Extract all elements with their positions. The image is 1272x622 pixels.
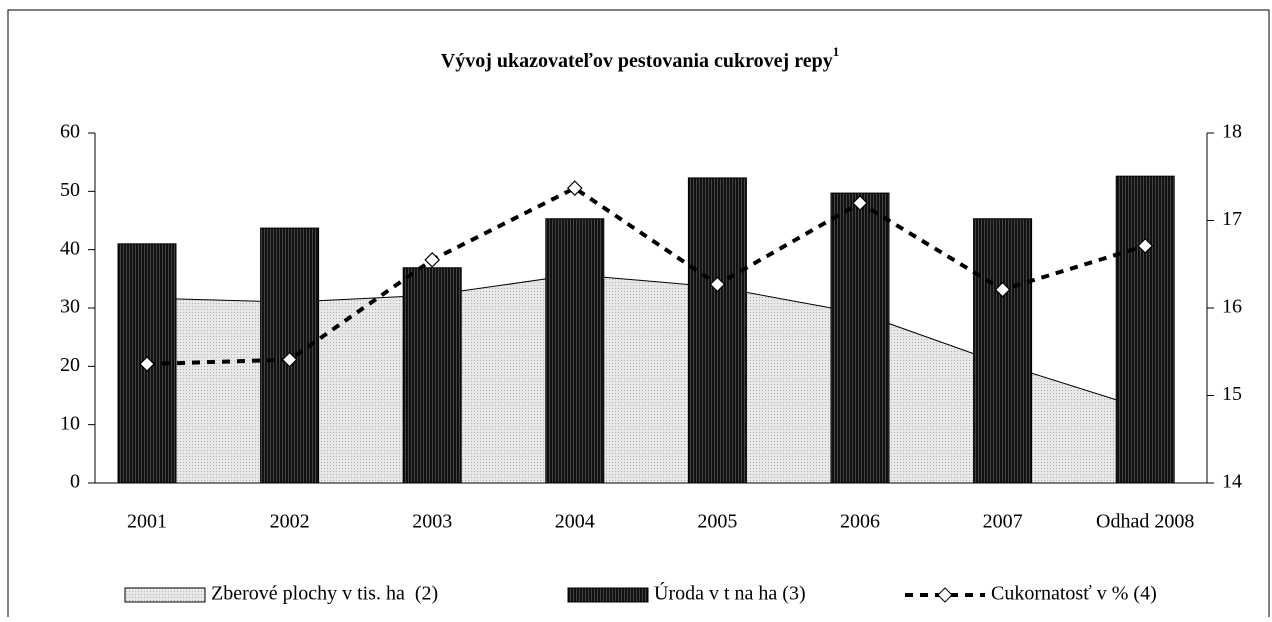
line — [146, 185, 1146, 366]
bar — [545, 218, 605, 484]
marker — [1137, 238, 1154, 254]
chart-title: Vývoj ukazovateľov pestovania cukrovej r… — [441, 44, 839, 72]
area — [147, 274, 1146, 483]
x-tick-label: 2005 — [697, 511, 737, 533]
title-text: Vývoj ukazovateľov pestovania cukrovej r… — [441, 50, 833, 72]
x-tick-label: 2003 — [412, 511, 452, 533]
title-note: 1 — [833, 44, 840, 59]
bar — [973, 218, 1033, 484]
x-tick-label: 2006 — [840, 511, 880, 533]
y-tick-label: 30 — [60, 296, 80, 318]
y-tick-label: 0 — [70, 471, 80, 493]
x-tick-label: Odhad 2008 — [1096, 511, 1194, 533]
y2-tick-label: 16 — [1222, 296, 1242, 318]
legend-label: Cukornatosť v % (4) — [991, 583, 1157, 605]
y2-tick-label: 17 — [1222, 208, 1242, 230]
marker — [852, 195, 868, 211]
y2-tick-label: 14 — [1222, 471, 1242, 493]
legend-swatch — [124, 587, 206, 603]
bar — [402, 267, 462, 484]
marker — [424, 252, 441, 268]
y-tick-label: 50 — [60, 179, 80, 201]
legend-label: Úroda v t na ha (3) — [654, 581, 806, 605]
y2-tick-label: 15 — [1222, 383, 1242, 405]
x-tick-label: 2004 — [555, 511, 595, 533]
y-tick-label: 20 — [60, 354, 80, 376]
bar — [830, 192, 890, 484]
marker — [709, 276, 726, 293]
x-tick-label: 2001 — [127, 511, 167, 533]
y-tick-label: 40 — [60, 237, 80, 259]
x-tick-label: 2002 — [270, 511, 310, 533]
marker — [281, 351, 298, 368]
y2-tick-label: 18 — [1222, 121, 1242, 143]
marker — [566, 180, 583, 196]
legend-label: Zberové plochy v tis. ha (2) — [211, 583, 438, 605]
legend-marker — [937, 587, 953, 603]
bar — [687, 177, 747, 484]
marker — [139, 356, 155, 372]
y-tick-label: 60 — [60, 121, 80, 143]
y-tick-label: 10 — [60, 412, 80, 434]
bar — [1115, 175, 1175, 484]
legend-swatch — [567, 587, 649, 603]
x-tick-label: 2007 — [983, 511, 1023, 533]
marker — [994, 281, 1011, 298]
